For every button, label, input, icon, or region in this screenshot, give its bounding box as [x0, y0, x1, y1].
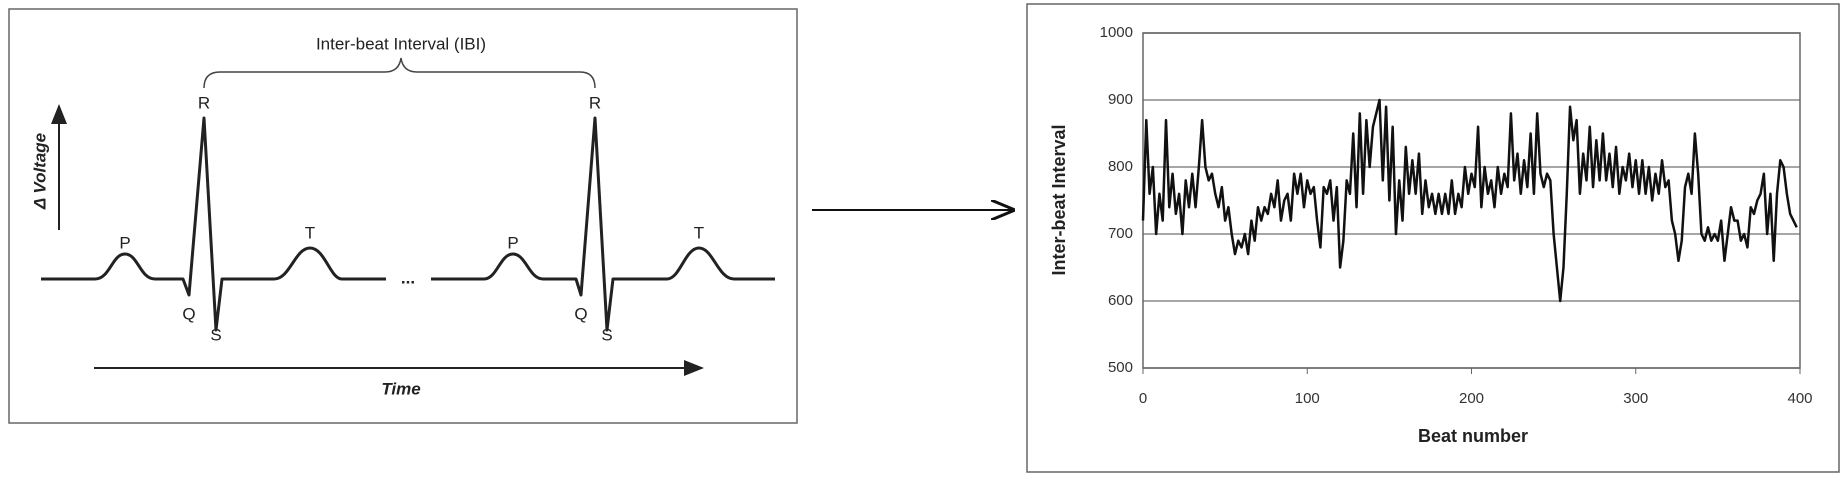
x-tick-label: 200 [1459, 390, 1484, 407]
r-label: R [198, 93, 210, 112]
ibi-label: Inter-beat Interval (IBI) [316, 34, 486, 53]
t-label: T [305, 223, 315, 242]
y-axis-label: Inter-beat Interval [1049, 124, 1069, 275]
x-tick-label: 400 [1787, 390, 1812, 407]
s-label: S [210, 325, 221, 344]
y-tick-label: 600 [1108, 292, 1133, 309]
x-axis-label: Beat number [1418, 426, 1528, 446]
x-tick-label: 100 [1295, 390, 1320, 407]
y-tick-label: 500 [1108, 359, 1133, 376]
y-tick-label: 900 [1108, 91, 1133, 108]
y-tick-label: 800 [1108, 158, 1133, 175]
p-label: P [119, 233, 130, 252]
ibi-brace [203, 57, 596, 89]
voltage-label: Δ Voltage [30, 133, 49, 210]
t-label: T [694, 223, 704, 242]
diagram-frame [8, 8, 798, 424]
x-tick-label: 300 [1623, 390, 1648, 407]
time-label: Time [381, 379, 420, 398]
ellipsis: ... [401, 268, 415, 287]
q-label: Q [182, 304, 195, 323]
s-label: S [601, 325, 612, 344]
p-label: P [507, 233, 518, 252]
r-label: R [589, 93, 601, 112]
ecg-wave [41, 116, 775, 332]
y-tick-label: 1000 [1100, 24, 1133, 41]
y-tick-label: 700 [1108, 225, 1133, 242]
x-tick-label: 0 [1139, 390, 1147, 407]
data-line [1141, 98, 1798, 303]
q-label: Q [574, 304, 587, 323]
